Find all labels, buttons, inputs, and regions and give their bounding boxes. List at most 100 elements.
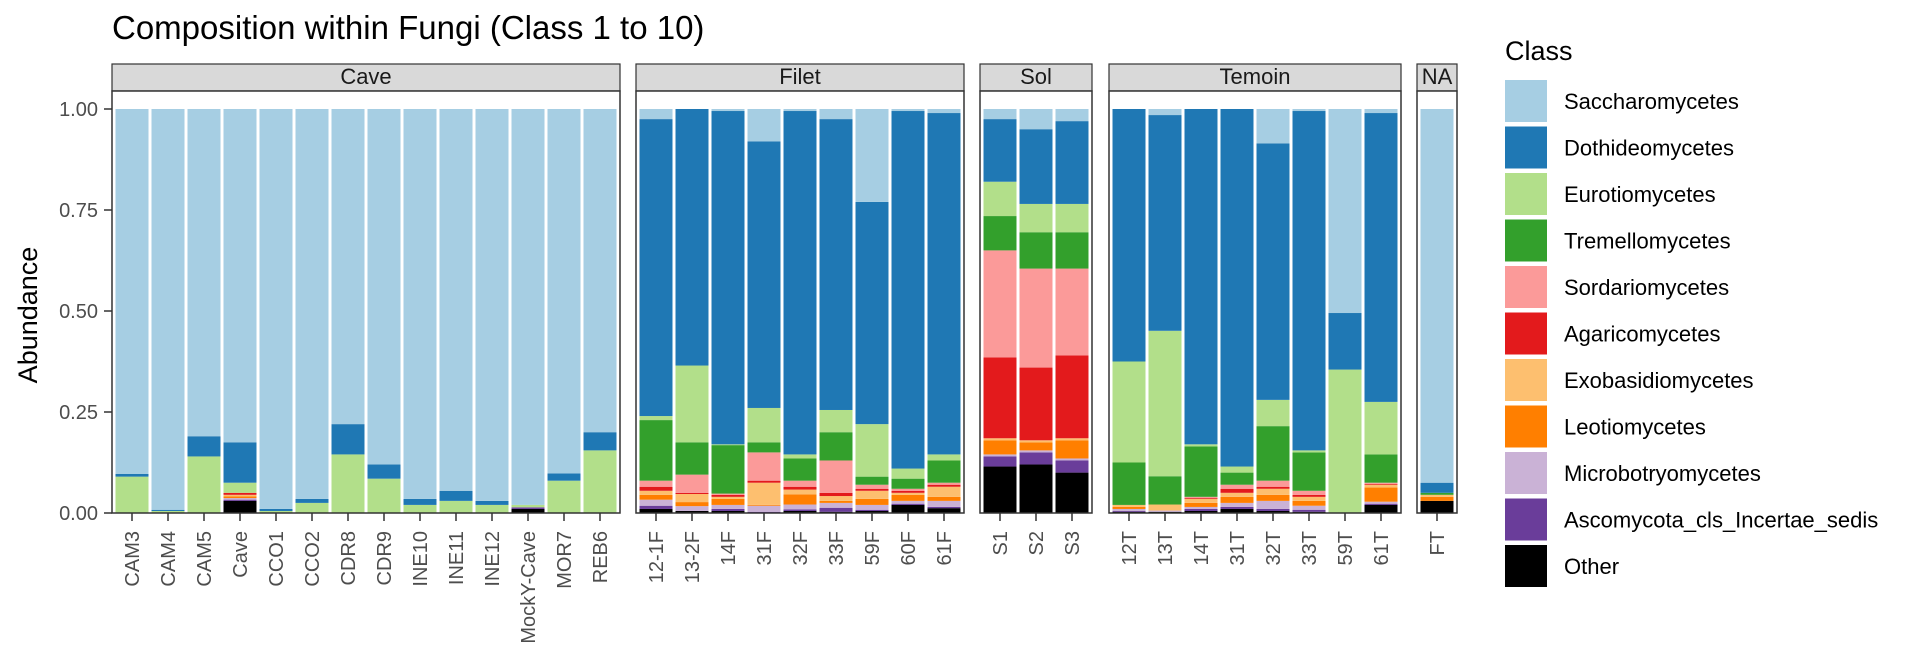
bar-segment-saccharomycetes (1420, 109, 1454, 483)
bar-segment-eurotiomycetes (1256, 399, 1290, 427)
bar-segment-eurotiomycetes (675, 365, 709, 443)
legend-item: Agaricomycetes (1505, 312, 1721, 355)
bar-MockY-Cave (511, 109, 545, 513)
bar-CAM4 (151, 109, 185, 513)
y-tick-label: 0.75 (59, 200, 98, 222)
bar-CCO1 (259, 109, 293, 513)
bar-segment-dothideomycetes (151, 509, 185, 511)
bar-segment-microbotryomycetes (855, 504, 889, 510)
bar-REB6 (583, 109, 617, 513)
bar-segment-eurotiomycetes (1220, 466, 1254, 473)
bar-13T (1148, 109, 1182, 513)
bar-segment-microbotryomycetes (1364, 501, 1398, 504)
x-tick-label: FT (1427, 531, 1449, 555)
bar-segment-dothideomycetes (115, 473, 149, 477)
legend-item: Dothideomycetes (1505, 126, 1734, 169)
bar-segment-tremellomycetes (1220, 472, 1254, 485)
bar-segment-saccharomycetes (819, 109, 853, 120)
x-tick-label: 31T (1227, 531, 1249, 565)
bar-segment-saccharomycetes (1328, 109, 1362, 314)
bar-segment-eurotiomycetes (1055, 203, 1089, 233)
x-tick-label: 32F (790, 531, 812, 565)
bar-segment-tremellomycetes (983, 216, 1017, 251)
legend-swatch (1505, 405, 1547, 448)
bar-segment-saccharomycetes (983, 109, 1017, 120)
bar-segment-exobasidiomycetes (1148, 504, 1182, 511)
legend-item: Eurotiomycetes (1505, 173, 1716, 215)
bar-INE12 (475, 109, 509, 513)
bar-segment-saccharomycetes (1019, 109, 1053, 130)
bar-segment-eurotiomycetes (403, 504, 437, 513)
bar-segment-dothideomycetes (983, 119, 1017, 182)
bar-14F (711, 109, 745, 513)
bar-segment-ascomycota_cls_incertae_sedis (1184, 508, 1218, 511)
bar-segment-other (1055, 472, 1089, 513)
bar-segment-sordariomycetes (1055, 268, 1089, 356)
legend-label: Tremellomycetes (1564, 229, 1731, 254)
bar-segment-dothideomycetes (783, 111, 817, 455)
legend-label: Sordariomycetes (1564, 275, 1729, 300)
x-tick-label: CDR9 (374, 531, 396, 585)
bar-segment-leotiomycetes (855, 498, 889, 505)
legend-label: Microbotryomycetes (1564, 461, 1761, 486)
legend-swatch (1505, 126, 1547, 169)
bar-segment-sordariomycetes (1364, 482, 1398, 484)
bar-segment-sordariomycetes (1220, 484, 1254, 489)
bar-segment-ascomycota_cls_incertae_sedis (1256, 508, 1290, 511)
bar-segment-saccharomycetes (1292, 109, 1326, 112)
bar-segment-agaricomycetes (639, 486, 673, 491)
bar-segment-sordariomycetes (891, 488, 925, 491)
bar-segment-sordariomycetes (1256, 480, 1290, 487)
bar-segment-eurotiomycetes (855, 424, 889, 477)
legend-swatch (1505, 359, 1547, 401)
legend-item: Ascomycota_cls_Incertae_sedis (1505, 498, 1878, 541)
bar-segment-dothideomycetes (711, 111, 745, 445)
bar-segment-eurotiomycetes (983, 181, 1017, 217)
bar-segment-tremellomycetes (1364, 454, 1398, 483)
bar-segment-leotiomycetes (1184, 502, 1218, 507)
bar-segment-exobasidiomycetes (855, 490, 889, 499)
bar-segment-saccharomycetes (547, 109, 581, 474)
bar-segment-microbotryomycetes (747, 505, 781, 512)
bar-segment-eurotiomycetes (711, 444, 745, 446)
facet-cave: Cave CAM3 CAM4 CAM5 Cave CCO1 CCO2 CDR8 CDR9 INE1… (111, 63, 621, 644)
bar-32T (1256, 109, 1290, 513)
bar-segment-dothideomycetes (1420, 482, 1454, 493)
x-tick-label: MockY-Cave (518, 531, 540, 644)
bar-segment-microbotryomycetes (1292, 505, 1326, 510)
bar-33F (819, 109, 853, 513)
bar-segment-leotiomycetes (1019, 442, 1053, 451)
bar-segment-saccharomycetes (855, 109, 889, 202)
x-tick-label: 60F (898, 531, 920, 565)
bar-segment-ascomycota_cls_incertae_sedis (1364, 503, 1398, 505)
bar-segment-agaricomycetes (223, 492, 257, 495)
bar-segment-microbotryomycetes (891, 500, 925, 504)
bar-segment-eurotiomycetes (259, 510, 293, 513)
bar-segment-tremellomycetes (819, 432, 853, 461)
bar-segment-dothideomycetes (1292, 111, 1326, 451)
bar-59T (1328, 109, 1362, 513)
bar-segment-eurotiomycetes (819, 409, 853, 433)
bar-segment-eurotiomycetes (1292, 450, 1326, 453)
facet-strip-label: Sol (1020, 64, 1052, 89)
legend-item: Exobasidiomycetes (1505, 359, 1754, 401)
legend-item: Sordariomycetes (1505, 266, 1729, 308)
x-tick-label: 14T (1191, 531, 1213, 565)
bar-segment-dothideomycetes (1184, 109, 1218, 445)
bar-segment-microbotryomycetes (1184, 506, 1218, 509)
bar-segment-dothideomycetes (259, 508, 293, 511)
bar-segment-other (639, 508, 673, 513)
bar-32F (783, 109, 817, 513)
y-tick-label: 0.25 (59, 402, 98, 424)
bar-segment-dothideomycetes (187, 436, 221, 457)
bar-segment-agaricomycetes (711, 494, 745, 497)
bar-segment-other (927, 508, 961, 513)
bar-segment-microbotryomycetes (1019, 450, 1053, 453)
bar-segment-dothideomycetes (1019, 129, 1053, 204)
bar-segment-exobasidiomycetes (1364, 484, 1398, 488)
bar-segment-leotiomycetes (1055, 440, 1089, 459)
bar-INE10 (403, 109, 437, 513)
facet-panel-border (111, 90, 621, 514)
facet-strip-label: NA (1422, 64, 1453, 89)
bar-segment-dothideomycetes (547, 473, 581, 481)
